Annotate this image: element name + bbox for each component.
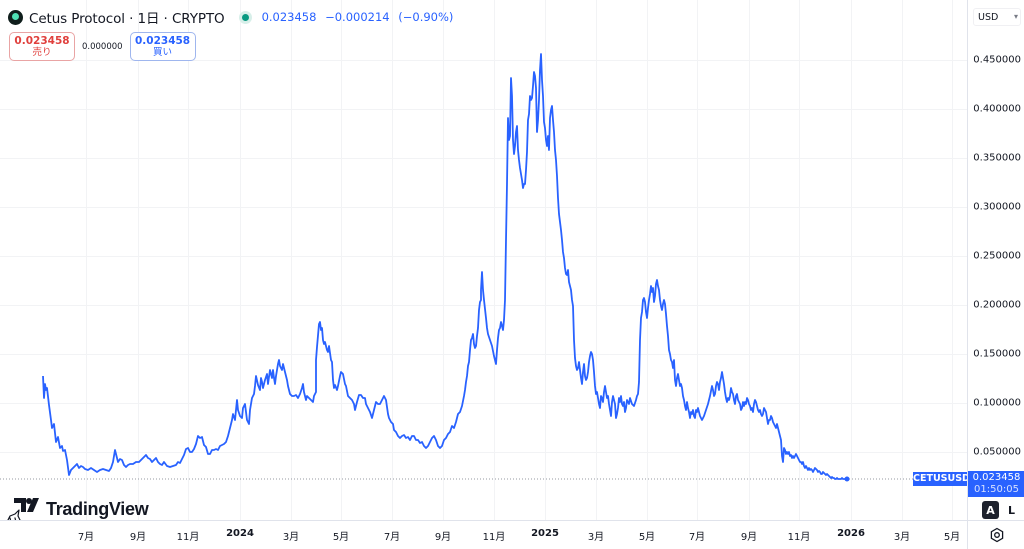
sell-price: 0.023458 [14, 34, 70, 47]
price-label: 0.050000 [973, 446, 1021, 458]
bar-countdown: 01:50:05 [974, 484, 1019, 495]
price-change-percent: (−0.90%) [398, 10, 454, 24]
price-label: 0.100000 [973, 397, 1021, 409]
time-label-year: 2025 [531, 528, 559, 539]
gridline [240, 0, 241, 520]
price-change: −0.000214 [325, 10, 390, 24]
gridline [545, 0, 546, 520]
last-price-dot [844, 476, 850, 482]
gridline [0, 207, 967, 208]
price-label: 0.200000 [973, 299, 1021, 311]
price-label: 0.400000 [973, 103, 1021, 115]
gridline [647, 0, 648, 520]
symbol-title[interactable]: Cetus Protocol · 1日 · CRYPTO [29, 11, 225, 27]
time-label: 7月 [383, 532, 401, 543]
last-price: 0.023458 [261, 10, 317, 24]
gridline [697, 0, 698, 520]
time-label: 11月 [482, 532, 506, 543]
time-label-year: 2024 [226, 528, 254, 539]
gridline [494, 0, 495, 520]
sell-button[interactable]: 0.023458 売り [9, 32, 75, 61]
time-label: 5月 [943, 532, 961, 543]
symbol-legend[interactable]: Cetus Protocol · 1日 · CRYPTO 0.023458 −0… [8, 7, 458, 27]
gridline [0, 452, 967, 453]
time-label: 11月 [787, 532, 811, 543]
gridline [392, 0, 393, 520]
time-label: 11月 [176, 532, 200, 543]
time-label: 9月 [740, 532, 758, 543]
time-label: 9月 [434, 532, 452, 543]
gridline [0, 158, 967, 159]
time-label: 3月 [282, 532, 300, 543]
gridline [138, 0, 139, 520]
time-label: 5月 [638, 532, 656, 543]
time-label: 7月 [77, 532, 95, 543]
gridline [0, 354, 967, 355]
trade-buttons: 0.023458 売り 0.000000 0.023458 買い [9, 32, 196, 61]
currency-selector[interactable]: USD ▾ [973, 8, 1021, 26]
gridline [902, 0, 903, 520]
gridline [749, 0, 750, 520]
tradingview-wordmark: TradingView [46, 498, 149, 519]
buy-button[interactable]: 0.023458 買い [129, 32, 196, 61]
gridline [188, 0, 189, 520]
spread-value: 0.000000 [82, 41, 123, 52]
time-label-year: 2026 [837, 528, 865, 539]
quote-values: 0.023458 −0.000214 (−0.90%) [262, 10, 459, 24]
gridline [86, 0, 87, 520]
time-label: 9月 [129, 532, 147, 543]
time-scale[interactable]: 7月 9月 11月 2024 3月 5月 7月 9月 11月 2025 3月 5… [0, 520, 967, 549]
settings-hexagon-icon [990, 527, 1003, 543]
cetus-logo-icon [8, 9, 23, 25]
gridline [952, 0, 953, 520]
time-label: 3月 [893, 532, 911, 543]
chart-pane[interactable]: Cetus Protocol · 1日 · CRYPTO 0.023458 −0… [0, 0, 967, 520]
chart-settings-button[interactable] [967, 520, 1024, 549]
time-label: 3月 [587, 532, 605, 543]
price-label: 0.150000 [973, 348, 1021, 360]
tradingview-logo-icon [7, 498, 39, 520]
gridline [0, 305, 967, 306]
gridline [341, 0, 342, 520]
auto-scale-button[interactable]: A [982, 501, 999, 519]
last-price-badge: 0.023458 01:50:05 [968, 471, 1024, 497]
price-series-line [42, 53, 847, 480]
time-label: 7月 [688, 532, 706, 543]
currency-label: USD [978, 11, 999, 23]
gridline [0, 60, 967, 61]
gridline [851, 0, 852, 520]
gridline [0, 256, 967, 257]
price-label: 0.300000 [973, 201, 1021, 213]
gridline [596, 0, 597, 520]
gridline [0, 403, 967, 404]
chevron-down-icon: ▾ [1013, 12, 1018, 21]
price-line-chart [0, 53, 967, 482]
log-scale-button[interactable]: L [1004, 501, 1019, 519]
gridline [443, 0, 444, 520]
dino-icon [7, 509, 21, 520]
price-scale[interactable]: USD ▾ 0.450000 0.400000 0.350000 0.30000… [967, 0, 1024, 520]
sell-label: 売り [32, 46, 52, 58]
time-label: 5月 [332, 532, 350, 543]
gridline [799, 0, 800, 520]
tradingview-logo[interactable]: TradingView [6, 494, 149, 520]
gridline [291, 0, 292, 520]
price-label: 0.350000 [973, 152, 1021, 164]
buy-price: 0.023458 [134, 34, 191, 47]
symbol-price-tag: CETUSUSD [913, 472, 967, 486]
price-label: 0.250000 [973, 250, 1021, 262]
market-status-icon[interactable] [238, 10, 252, 24]
last-price-value: 0.023458 [972, 472, 1021, 483]
price-label: 0.450000 [973, 54, 1021, 66]
buy-label: 買い [153, 46, 173, 58]
gridline [0, 109, 967, 110]
